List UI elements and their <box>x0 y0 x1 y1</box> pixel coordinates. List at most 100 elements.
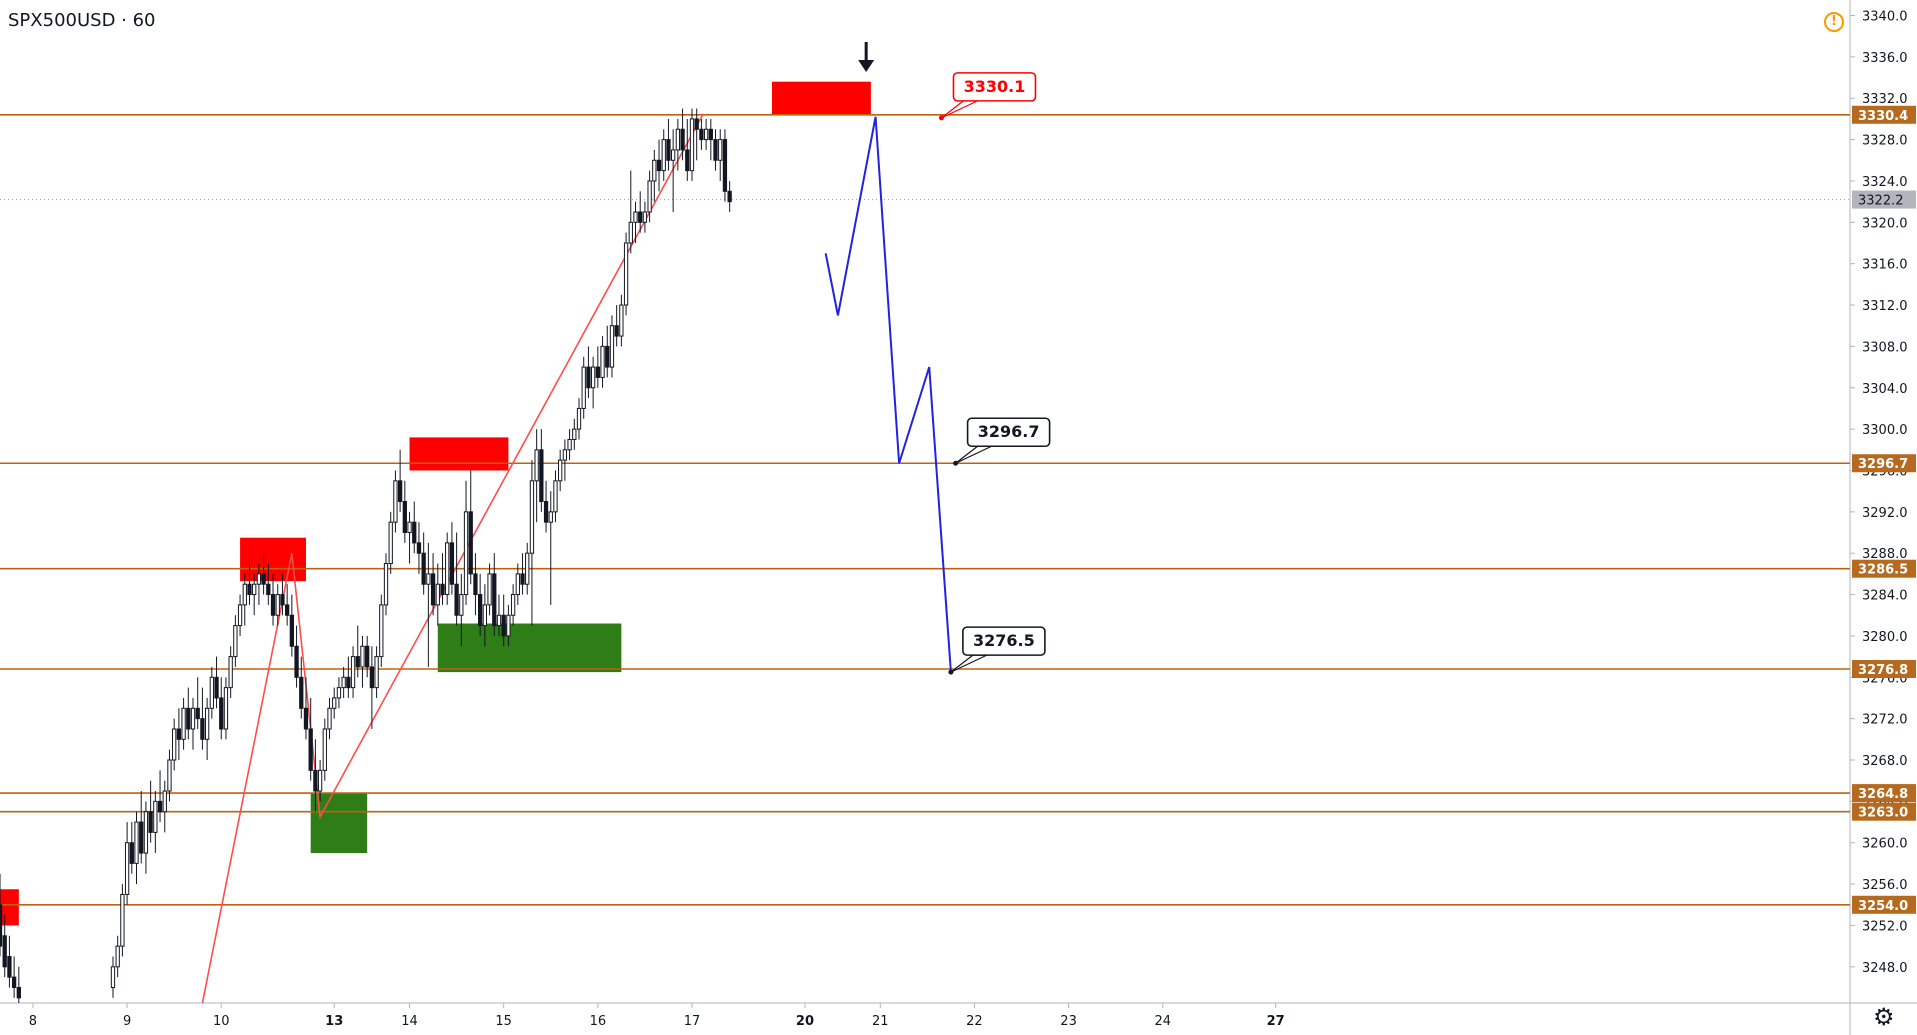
callout-box <box>962 626 1046 656</box>
candle-body <box>167 759 172 792</box>
level-price-label: 3296.7 <box>1858 457 1908 472</box>
y-tick-label: 3260.0 <box>1862 837 1908 852</box>
y-tick-label: 3272.0 <box>1862 713 1908 728</box>
candle-body <box>463 511 469 596</box>
candle-body <box>181 707 186 740</box>
level-price-label: 3263.0 <box>1858 806 1908 821</box>
y-tick-label: 3336.0 <box>1862 51 1908 66</box>
candle-body <box>567 438 572 451</box>
last-price-label-bg <box>1852 190 1916 209</box>
candle-body <box>562 449 568 461</box>
x-tick-label: 21 <box>872 1014 889 1029</box>
candle-body <box>680 128 685 151</box>
candle-body <box>590 366 596 389</box>
candle-body <box>214 676 219 699</box>
candle-body <box>223 687 229 730</box>
level-price-label-bg <box>1852 559 1916 578</box>
candle-body <box>11 976 17 988</box>
x-tick-label: 10 <box>213 1014 230 1029</box>
candle-body <box>303 707 309 730</box>
level-price-label-bg <box>1852 895 1916 914</box>
support-zone <box>437 623 622 673</box>
callout-label: 3330.1 <box>964 77 1026 96</box>
candle-body <box>487 573 492 606</box>
y-tick-label: 3328.0 <box>1862 134 1908 149</box>
candle-body <box>374 656 379 689</box>
level-price-label-bg <box>1852 660 1916 679</box>
candle-body <box>478 594 483 627</box>
resistance-zone <box>772 81 871 115</box>
price-axis-panel <box>1850 0 1917 1035</box>
candle-body <box>327 707 332 730</box>
candle-body <box>350 656 356 689</box>
y-tick-label: 3256.0 <box>1862 878 1908 893</box>
candle-body <box>638 211 643 223</box>
alert-icon[interactable]: ! <box>1824 12 1844 32</box>
candle-body <box>666 139 671 161</box>
callout-box <box>966 417 1051 448</box>
candle-body <box>7 955 12 978</box>
candle-body <box>355 656 360 668</box>
down-arrow-icon <box>858 60 875 72</box>
y-tick-label: 3300.0 <box>1862 423 1908 438</box>
candle-body <box>369 666 375 689</box>
level-price-label: 3330.4 <box>1858 109 1908 124</box>
level-price-label: 3286.5 <box>1858 563 1908 578</box>
candle-body <box>280 594 285 606</box>
candle-body <box>416 542 422 554</box>
level-price-label: 3254.0 <box>1858 899 1908 914</box>
settings-gear-icon[interactable]: ⚙ <box>1873 1003 1895 1031</box>
candle-body <box>496 614 502 627</box>
candle-body <box>449 542 455 585</box>
y-tick-label: 3316.0 <box>1862 258 1908 273</box>
y-tick-label: 3268.0 <box>1862 754 1908 769</box>
level-price-label: 3264.8 <box>1858 787 1908 802</box>
resistance-zone <box>409 437 509 471</box>
candle-body <box>595 366 600 378</box>
candle-body <box>285 604 290 616</box>
candle-body <box>510 594 516 616</box>
y-tick-label: 3324.0 <box>1862 175 1908 190</box>
candle-body <box>445 542 450 596</box>
candle-body <box>468 511 473 575</box>
y-tick-label: 3304.0 <box>1862 382 1908 397</box>
projection-path <box>824 116 952 673</box>
y-tick-label: 3288.0 <box>1862 547 1908 562</box>
x-tick-label: 20 <box>796 1014 814 1029</box>
candle-body <box>694 118 699 130</box>
candle-body <box>397 480 403 502</box>
y-tick-label: 3308.0 <box>1862 340 1908 355</box>
candle-body <box>473 573 478 596</box>
candle-body <box>388 521 393 565</box>
candle-body <box>266 583 271 596</box>
candle-body <box>656 159 662 172</box>
candle-body <box>652 159 657 182</box>
candle-body <box>609 325 615 368</box>
candle-body <box>139 821 144 854</box>
callout-label: 3276.5 <box>973 631 1035 650</box>
candle-body <box>642 211 648 223</box>
candle-body <box>661 139 666 172</box>
candle-body <box>200 718 205 740</box>
callout-label: 3296.7 <box>978 422 1040 441</box>
candle-body <box>506 614 511 637</box>
y-tick-label: 3280.0 <box>1862 630 1908 645</box>
candle-body <box>426 573 431 585</box>
y-tick-label: 3320.0 <box>1862 216 1908 231</box>
callout-box <box>952 72 1037 102</box>
candle-body <box>322 728 327 771</box>
candle-body <box>633 211 638 223</box>
candle-body <box>430 573 436 606</box>
last-price-label: 3322.2 <box>1858 194 1904 209</box>
level-price-label: 3276.8 <box>1858 663 1908 678</box>
candle-body <box>623 242 629 306</box>
candle-body <box>204 707 210 740</box>
candle-body <box>553 480 558 513</box>
candle-body <box>539 449 544 503</box>
x-tick-label: 8 <box>29 1014 37 1029</box>
x-tick-label: 15 <box>495 1014 512 1029</box>
x-tick-label: 16 <box>590 1014 607 1029</box>
candle-body <box>360 645 365 668</box>
candle-body <box>153 800 158 833</box>
